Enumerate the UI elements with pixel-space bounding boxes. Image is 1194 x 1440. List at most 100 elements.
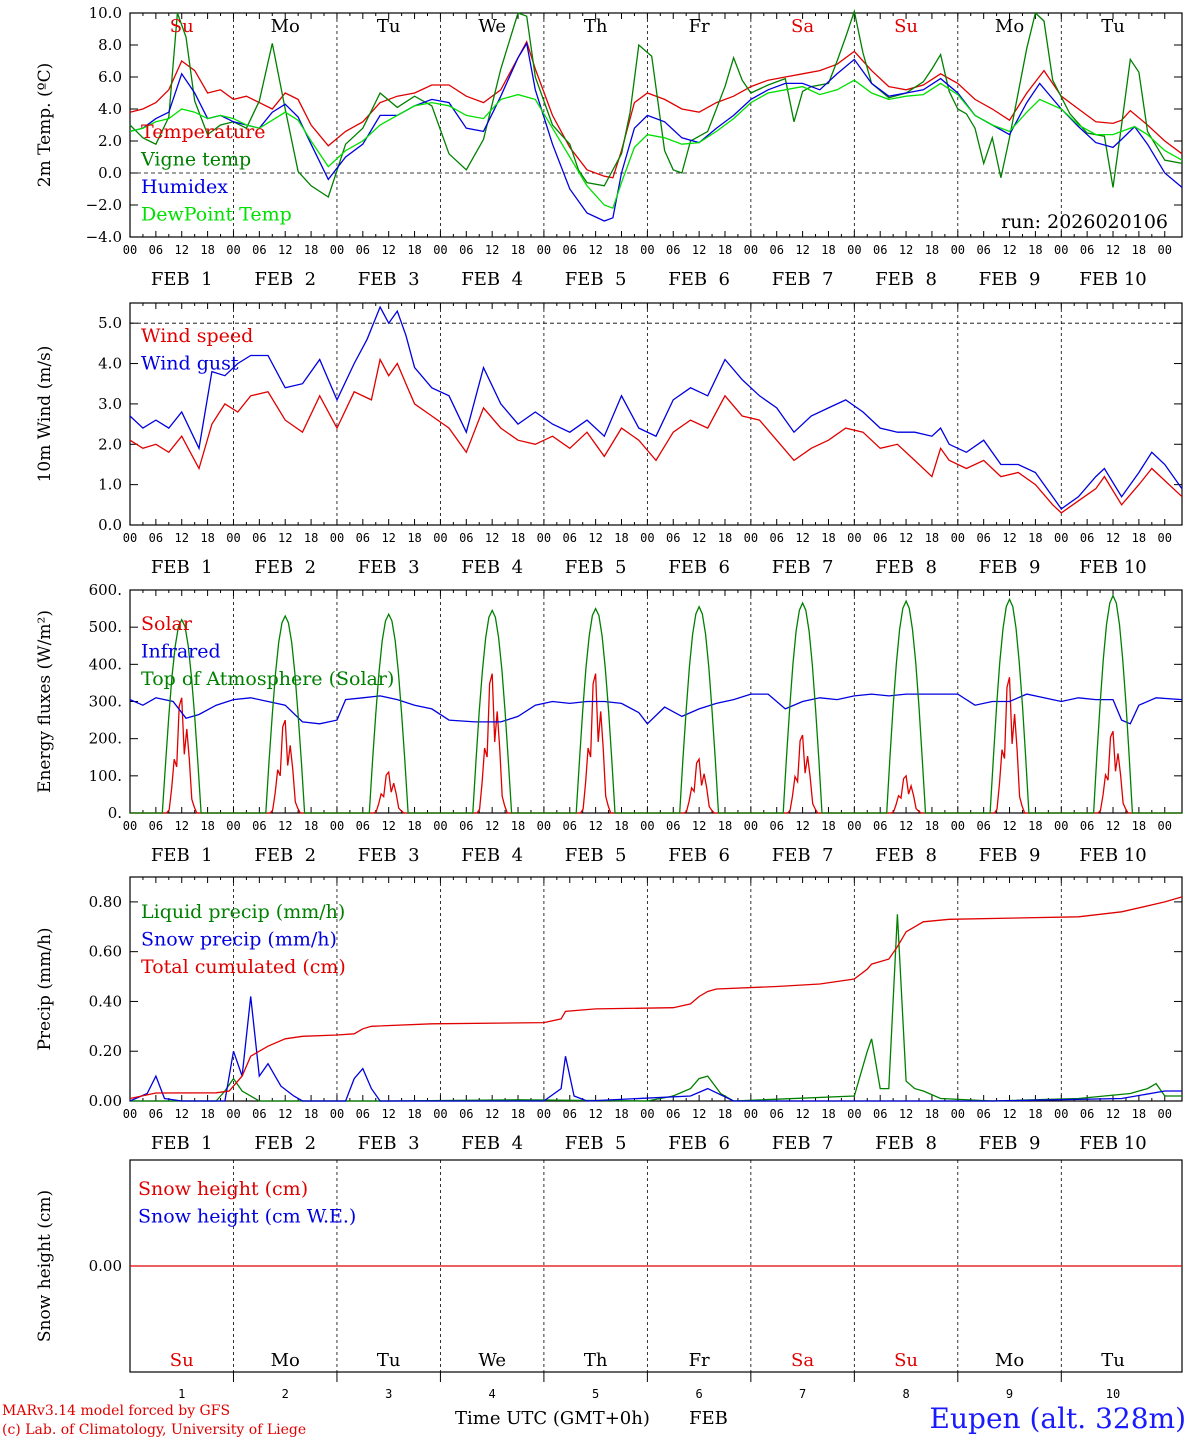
flux-hour-label: 18 — [821, 819, 835, 833]
wind-hour-label: 06 — [873, 531, 887, 545]
precip-date-label: FEB 10 — [1079, 1133, 1146, 1154]
temp-ytick-label: 8.0 — [98, 36, 122, 54]
temp-hour-label: 00 — [330, 243, 344, 257]
precip-hour-label: 18 — [511, 1107, 525, 1121]
wind-hour-label: 12 — [795, 531, 809, 545]
flux-ytick-label: 500. — [89, 618, 122, 636]
weekday-top: Sa — [791, 16, 814, 37]
precip-hour-label: 18 — [1028, 1107, 1042, 1121]
precip-hour-label: 12 — [795, 1107, 809, 1121]
precip-hour-label: 06 — [149, 1107, 163, 1121]
temp-legend-entry: Vigne temp — [140, 149, 251, 171]
temp-hour-label: 00 — [951, 243, 965, 257]
flux-hour-label: 18 — [304, 819, 318, 833]
wind-hour-label: 06 — [666, 531, 680, 545]
flux-hour-label: 06 — [149, 819, 163, 833]
flux-hour-label: 12 — [899, 819, 913, 833]
flux-ytick-label: 100. — [89, 767, 122, 785]
precip-hour-label: 18 — [407, 1107, 421, 1121]
wind-hour-label: 00 — [1158, 531, 1172, 545]
wind-date-label: FEB 6 — [668, 557, 730, 578]
wind-hour-label: 18 — [304, 531, 318, 545]
wind-date-label: FEB 1 — [151, 557, 213, 578]
flux-hour-label: 00 — [330, 819, 344, 833]
temp-hour-label: 06 — [252, 243, 266, 257]
wind-hour-label: 12 — [1002, 531, 1016, 545]
flux-ytick-label: 400. — [89, 655, 122, 673]
temp-hour-label: 18 — [821, 243, 835, 257]
wind-ytick-label: 2.0 — [98, 435, 122, 453]
wind-hour-label: 00 — [123, 531, 137, 545]
flux-hour-label: 06 — [356, 819, 370, 833]
temp-hour-label: 00 — [537, 243, 551, 257]
precip-hour-label: 06 — [666, 1107, 680, 1121]
precip-hour-label: 06 — [769, 1107, 783, 1121]
temp-hour-label: 06 — [769, 243, 783, 257]
precip-hour-label: 00 — [847, 1107, 861, 1121]
precip-hour-label: 12 — [278, 1107, 292, 1121]
wind-hour-label: 06 — [356, 531, 370, 545]
weekday-top: Tu — [1101, 16, 1125, 37]
temp-hour-label: 18 — [614, 243, 628, 257]
flux-hour-label: 00 — [640, 819, 654, 833]
flux-ytick-label: 200. — [89, 730, 122, 748]
day-number: 5 — [592, 1387, 599, 1401]
wind-hour-label: 12 — [899, 531, 913, 545]
temp-hour-label: 18 — [718, 243, 732, 257]
flux-hour-label: 00 — [1158, 819, 1172, 833]
flux-date-label: FEB 3 — [358, 845, 420, 866]
wind-date-label: FEB 2 — [254, 557, 316, 578]
wind-hour-label: 12 — [692, 531, 706, 545]
flux-hour-label: 06 — [873, 819, 887, 833]
temp-hour-label: 18 — [1028, 243, 1042, 257]
precip-ytick-label: 0.00 — [89, 1092, 122, 1110]
precip-legend-entry: Snow precip (mm/h) — [141, 929, 337, 951]
snow-ytick-label: 0.00 — [89, 1257, 122, 1275]
wind-legend-entry: Wind speed — [141, 325, 253, 347]
weekday-top: We — [478, 16, 506, 37]
flux-series-infrared — [129, 693, 1183, 725]
temp-hour-label: 00 — [847, 243, 861, 257]
temp-hour-label: 00 — [640, 243, 654, 257]
footer-lab-credit: (c) Lab. of Climatology, University of L… — [2, 1422, 306, 1438]
precip-ytick-label: 0.80 — [89, 893, 122, 911]
precip-hour-label: 06 — [873, 1107, 887, 1121]
wind-ytick-label: 0.0 — [98, 516, 122, 534]
temp-hour-label: 06 — [666, 243, 680, 257]
flux-hour-label: 18 — [200, 819, 214, 833]
precip-hour-label: 00 — [226, 1107, 240, 1121]
temp-hour-label: 12 — [1106, 243, 1120, 257]
temp-hour-label: 00 — [1158, 243, 1172, 257]
temp-hour-label: 06 — [976, 243, 990, 257]
flux-hour-label: 12 — [278, 819, 292, 833]
flux-hour-label: 06 — [1080, 819, 1094, 833]
wind-hour-label: 12 — [588, 531, 602, 545]
flux-hour-label: 00 — [537, 819, 551, 833]
x-axis-label: Time UTC (GMT+0h) — [455, 1408, 650, 1429]
precip-date-label: FEB 1 — [151, 1133, 213, 1154]
wind-date-label: FEB 10 — [1079, 557, 1146, 578]
precip-hour-label: 06 — [252, 1107, 266, 1121]
wind-ytick-label: 3.0 — [98, 395, 122, 413]
precip-hour-label: 12 — [1106, 1107, 1120, 1121]
precip-hour-label: 00 — [537, 1107, 551, 1121]
flux-date-label: FEB 5 — [565, 845, 627, 866]
wind-hour-label: 18 — [511, 531, 525, 545]
weekday-bottom: Mo — [995, 1350, 1024, 1371]
wind-ytick-label: 1.0 — [98, 476, 122, 494]
flux-hour-label: 18 — [718, 819, 732, 833]
temp-hour-label: 12 — [175, 243, 189, 257]
weekday-top: Fr — [689, 16, 710, 37]
wind-ylabel: 10m Wind (m/s) — [35, 346, 55, 483]
weekday-bottom: Mo — [271, 1350, 300, 1371]
temp-hour-label: 18 — [1132, 243, 1146, 257]
wind-hour-label: 00 — [847, 531, 861, 545]
wind-hour-label: 06 — [459, 531, 473, 545]
temp-hour-label: 00 — [744, 243, 758, 257]
temp-series-humidex — [129, 41, 1183, 222]
wind-hour-label: 06 — [976, 531, 990, 545]
temp-hour-label: 00 — [226, 243, 240, 257]
flux-hour-label: 18 — [1028, 819, 1042, 833]
wind-hour-label: 12 — [1106, 531, 1120, 545]
precip-hour-label: 12 — [588, 1107, 602, 1121]
